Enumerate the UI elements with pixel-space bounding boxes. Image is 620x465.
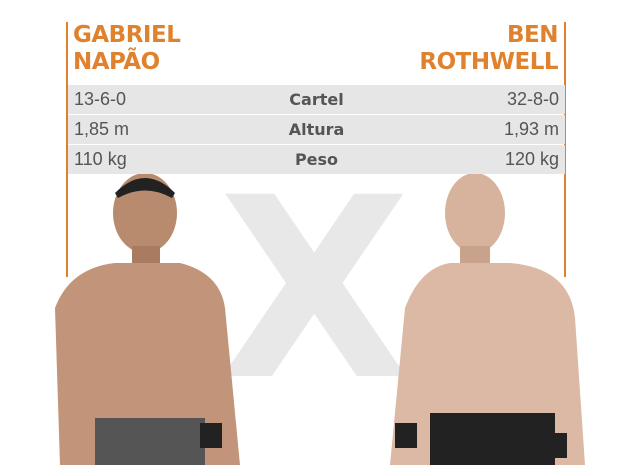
left-fighter-photo <box>55 173 240 465</box>
right-fighter-photo <box>390 173 585 465</box>
right-record: 32-8-0 <box>506 89 559 109</box>
right-fighter-name: BEN ROTHWELL <box>419 22 558 76</box>
weight-label: Peso <box>294 150 339 169</box>
left-divider <box>66 22 68 277</box>
right-first-name: BEN <box>507 22 558 48</box>
left-weight: 110 kg <box>74 149 127 169</box>
right-weight: 120 kg <box>504 149 559 169</box>
right-divider <box>564 22 566 277</box>
left-first-name: GABRIEL <box>73 22 181 48</box>
height-row: 1,85 m Altura 1,93 m <box>68 115 565 144</box>
left-fighter-name: GABRIEL NAPÃO <box>73 22 181 76</box>
record-label: Cartel <box>289 90 344 109</box>
weight-row: 110 kg Peso 120 kg <box>68 145 565 174</box>
versus-mark: X <box>218 144 411 435</box>
left-last-name: NAPÃO <box>73 49 160 75</box>
record-row: 13-6-0 Cartel 32-8-0 <box>68 85 565 114</box>
left-record: 13-6-0 <box>74 89 127 109</box>
right-height: 1,93 m <box>503 119 559 139</box>
left-height: 1,85 m <box>74 119 130 139</box>
height-label: Altura <box>288 120 345 139</box>
right-last-name: ROTHWELL <box>419 49 558 75</box>
